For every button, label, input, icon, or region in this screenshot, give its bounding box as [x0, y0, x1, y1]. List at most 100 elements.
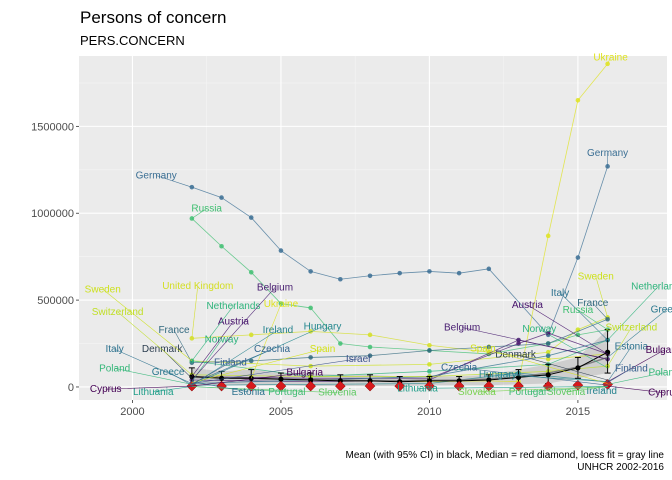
annotation-leader-slovenia — [565, 386, 608, 393]
annotation-leader-united-kingdom — [191, 285, 199, 339]
annotation-label-denmark: Denmark — [495, 349, 537, 360]
series-point-russia — [278, 301, 284, 306]
annotation-label-netherlands: Netherlands — [631, 282, 672, 293]
annotation-label-greece: Greece — [651, 304, 672, 315]
chart-subtitle: PERS.CONCERN — [80, 33, 185, 48]
annotation-label-belgium: Belgium — [257, 283, 293, 294]
series-point-france — [427, 348, 432, 353]
annotation-label-poland: Poland — [648, 368, 672, 379]
x-axis: 2000 2005 2010 2015 — [120, 400, 590, 418]
annotation-label-poland: Poland — [99, 363, 130, 374]
grid-minor — [79, 56, 667, 400]
annotation-leader-netherlands — [191, 305, 234, 362]
annotation-leader-spain — [482, 348, 608, 384]
annotation-leader-cyprus — [607, 385, 665, 393]
mean-point — [308, 377, 314, 383]
annotation-leader-greece — [607, 309, 668, 358]
annotation-label-estonia: Estonia — [615, 342, 649, 353]
x-tick-label: 2010 — [417, 406, 441, 418]
annotation-label-italy: Italy — [105, 344, 123, 355]
series-point-united-kingdom — [545, 356, 551, 362]
annotation-leader-russia — [191, 208, 207, 219]
annotation-label-finland: Finland — [214, 357, 247, 368]
annotation-leader-sweden — [102, 289, 193, 362]
series-point-france — [486, 344, 492, 350]
series-point-united-kingdom — [248, 332, 254, 338]
annotation-label-italy: Italy — [551, 288, 569, 299]
annotation-leader-italy — [559, 292, 608, 341]
median-diamond — [245, 380, 257, 392]
series-point-sweden — [427, 362, 432, 367]
series-point-germany — [486, 266, 492, 272]
series-point-germany — [367, 273, 373, 279]
annotation-label-russia: Russia — [191, 203, 222, 214]
annotation-leader-russia — [577, 309, 608, 330]
annotation-label-switzerland: Switzerland — [606, 323, 658, 334]
annotation-leader-slovakia — [476, 386, 608, 393]
series-point-germany — [575, 255, 581, 260]
annotation-label-israel: Israel — [346, 354, 370, 365]
series-point-austria — [516, 341, 521, 346]
annotation-label-france: France — [158, 325, 190, 336]
annotation-leader-portugal — [191, 386, 287, 393]
annotation-label-france: France — [577, 298, 609, 309]
median-diamond — [275, 380, 287, 392]
annotation-leader-czechia — [459, 367, 608, 386]
annotation-leader-lithuania — [417, 386, 608, 389]
annotation-leader-spain — [191, 348, 323, 383]
series-line-russia — [191, 218, 608, 355]
annotation-label-cyprus: Cyprus — [90, 384, 122, 395]
x-tick-label: 2005 — [269, 406, 293, 418]
annotation-leader-sweden — [595, 276, 608, 318]
annotation-leader-lithuania — [153, 386, 192, 393]
series-point-france — [308, 355, 313, 360]
annotation-label-portugal: Portugal — [268, 387, 305, 398]
y-tick-label: 1000000 — [31, 208, 74, 220]
annotation-label-portugal: Portugal — [509, 387, 546, 398]
annotation-leader-finland — [607, 368, 632, 383]
series-point-russia — [338, 341, 343, 346]
mean-point — [218, 375, 225, 381]
annotation-leader-estonia — [607, 346, 632, 382]
y-tick-label: 500000 — [37, 295, 74, 307]
series-point-france — [248, 358, 254, 364]
series-line-austria — [191, 332, 608, 379]
chart-caption-line1: Mean (with 95% CI) in black, Median = re… — [346, 450, 665, 461]
annotation-leader-czechia — [191, 348, 273, 384]
chart-title: Persons of concern — [80, 8, 226, 27]
annotation-label-russia: Russia — [563, 305, 594, 316]
series-point-germany — [397, 270, 403, 276]
annotation-label-ireland: Ireland — [586, 386, 617, 397]
annotation-label-sweden: Sweden — [85, 284, 121, 295]
annotation-leader-italy — [114, 348, 192, 384]
annotation-label-lithuania: Lithuania — [133, 387, 174, 398]
series-point-france — [545, 341, 551, 346]
series-point-netherlands — [427, 369, 432, 374]
annotation-label-hungary: Hungary — [304, 322, 342, 333]
annotation-leader-belgium — [462, 327, 608, 360]
annotation-leader-poland — [607, 372, 665, 385]
annotation-leader-belgium — [191, 287, 276, 381]
annotation-leader-austria — [191, 321, 234, 377]
annotation-label-switzerland: Switzerland — [92, 307, 144, 318]
series-point-russia — [308, 305, 313, 311]
series-point-russia — [219, 243, 224, 249]
median-diamond — [394, 380, 406, 392]
stats-layer — [186, 329, 613, 392]
annotation-label-ukraine: Ukraine — [264, 299, 299, 310]
annotation-label-czechia: Czechia — [441, 362, 478, 373]
annotation-label-sweden: Sweden — [578, 271, 614, 282]
mean-point — [605, 349, 611, 355]
annotation-label-norway: Norway — [205, 335, 239, 346]
annotation-label-slovakia: Slovakia — [458, 387, 496, 398]
x-tick-label: 2000 — [120, 406, 144, 418]
annotation-label-slovenia: Slovenia — [318, 388, 357, 399]
annotation-label-bulgaria: Bulgaria — [646, 345, 672, 356]
median-diamond — [216, 380, 227, 392]
series-point-germany — [278, 248, 284, 253]
annotation-leader-austria — [527, 304, 608, 355]
annotation-label-cyprus: Cyprus — [648, 388, 672, 399]
series-point-germany — [308, 269, 313, 274]
series-point-russia — [575, 332, 581, 338]
annotation-label-lithuania: Lithuania — [397, 383, 438, 394]
